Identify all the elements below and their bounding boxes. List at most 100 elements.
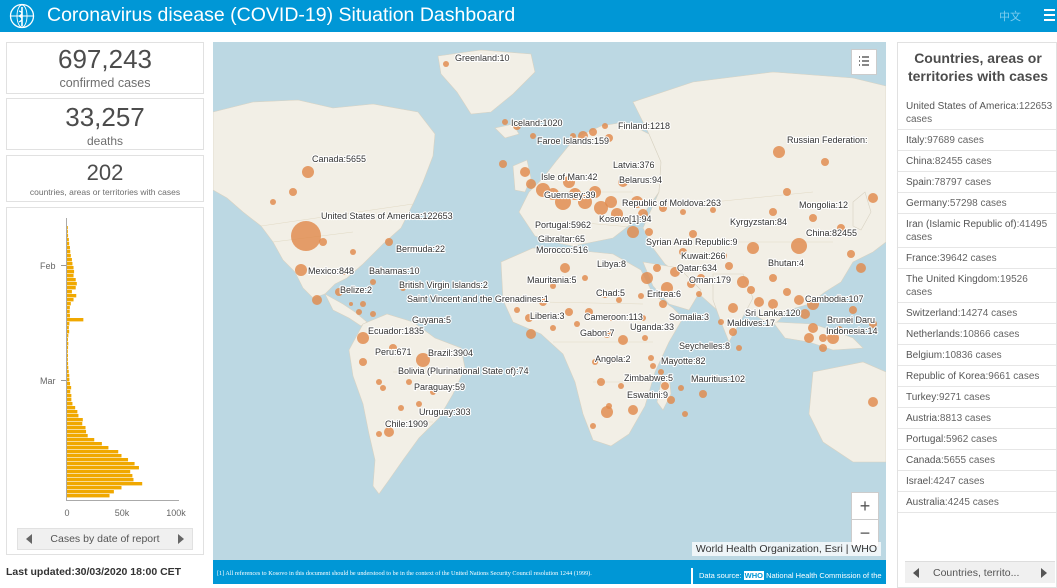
list-item[interactable]: Australia:4245 cases (898, 492, 1056, 513)
chart-bar[interactable] (67, 278, 76, 282)
case-bubble[interactable] (400, 285, 406, 291)
world-map[interactable]: Greenland:10 Iceland:1020 Faroe Islands:15… (213, 42, 886, 584)
chart-bar[interactable] (67, 226, 68, 230)
case-bubble[interactable] (670, 267, 680, 277)
case-bubble[interactable] (618, 177, 628, 187)
chart-bar[interactable] (67, 270, 75, 274)
chart-bar[interactable] (67, 450, 119, 454)
chart-bar[interactable] (67, 294, 77, 298)
case-bubble[interactable] (550, 325, 556, 331)
case-bubble[interactable] (718, 319, 724, 325)
case-bubble[interactable] (618, 383, 624, 389)
case-bubble[interactable] (359, 358, 367, 366)
case-bubble[interactable] (618, 335, 628, 345)
list-item[interactable]: Portugal:5962 cases (898, 429, 1056, 450)
case-bubble[interactable] (680, 209, 686, 215)
case-bubble[interactable] (869, 320, 877, 328)
case-bubble[interactable] (560, 263, 570, 273)
list-item[interactable]: France:39642 cases (898, 248, 1056, 269)
case-bubble[interactable] (585, 308, 593, 316)
chart-bar[interactable] (67, 414, 79, 418)
chart-bar[interactable] (67, 298, 74, 302)
case-bubble[interactable] (737, 276, 749, 288)
chart-bar[interactable] (67, 402, 73, 406)
case-bubble[interactable] (565, 308, 573, 316)
case-bubble[interactable] (605, 196, 617, 208)
case-bubble[interactable] (710, 207, 716, 213)
case-bubble[interactable] (659, 300, 667, 308)
chevron-left-icon[interactable] (26, 534, 32, 544)
case-bubble[interactable] (640, 315, 646, 321)
case-bubble[interactable] (835, 326, 843, 334)
list-item[interactable]: China:82455 cases (898, 151, 1056, 172)
case-bubble[interactable] (642, 335, 648, 341)
case-bubble[interactable] (697, 274, 705, 282)
list-item[interactable]: Netherlands:10866 cases (898, 324, 1056, 345)
case-bubble[interactable] (638, 293, 644, 299)
case-bubble[interactable] (289, 188, 297, 196)
case-bubble[interactable] (430, 389, 436, 395)
case-bubble[interactable] (502, 119, 508, 125)
chart-bar[interactable] (67, 486, 122, 490)
chart-bar[interactable] (67, 478, 134, 482)
chart-bar[interactable] (67, 406, 76, 410)
chart-bar[interactable] (67, 434, 88, 438)
chart-bar[interactable] (67, 466, 139, 470)
case-bubble[interactable] (728, 303, 738, 313)
case-bubble[interactable] (602, 123, 608, 129)
case-bubble[interactable] (653, 264, 661, 272)
case-bubble[interactable] (570, 133, 576, 139)
chart-bar[interactable] (67, 410, 78, 414)
chart-bar[interactable] (67, 382, 71, 386)
chart-bar[interactable] (67, 282, 77, 286)
chart-bar[interactable] (67, 318, 84, 322)
case-bubble[interactable] (645, 228, 653, 236)
case-bubble[interactable] (819, 334, 827, 342)
chart-bar[interactable] (67, 274, 74, 278)
case-bubble[interactable] (601, 290, 609, 298)
chart-bar[interactable] (67, 342, 69, 346)
case-bubble[interactable] (389, 344, 397, 352)
case-bubble[interactable] (729, 328, 737, 336)
case-bubble[interactable] (608, 315, 614, 321)
chart-bar[interactable] (67, 426, 86, 430)
case-bubble[interactable] (638, 209, 648, 219)
case-bubble[interactable] (530, 133, 536, 139)
chart-bar[interactable] (67, 386, 72, 390)
case-bubble[interactable] (574, 321, 580, 327)
chart-bar[interactable] (67, 390, 71, 394)
case-bubble[interactable] (783, 188, 791, 196)
case-bubble[interactable] (590, 423, 596, 429)
chart-bar[interactable] (67, 446, 109, 450)
case-bubble[interactable] (582, 275, 588, 281)
case-bubble[interactable] (641, 272, 653, 284)
case-bubble[interactable] (696, 291, 702, 297)
case-bubble[interactable] (513, 122, 521, 130)
case-bubble[interactable] (821, 158, 829, 166)
chart-bar[interactable] (67, 462, 135, 466)
case-bubble[interactable] (357, 332, 369, 344)
case-bubble[interactable] (747, 242, 759, 254)
case-bubble[interactable] (847, 250, 855, 258)
case-bubble[interactable] (659, 204, 667, 212)
chart-bar[interactable] (67, 370, 69, 374)
chart-bar[interactable] (67, 306, 70, 310)
chart-bar[interactable] (67, 242, 70, 246)
case-bubble[interactable] (661, 282, 673, 294)
case-bubble[interactable] (525, 314, 533, 322)
case-bubble[interactable] (416, 353, 430, 367)
chart-bar[interactable] (67, 250, 71, 254)
chart-bar[interactable] (67, 358, 68, 362)
chart-bar[interactable] (67, 398, 72, 402)
chart-bar[interactable] (67, 326, 69, 330)
case-bubble[interactable] (827, 332, 839, 344)
case-bubble[interactable] (295, 264, 307, 276)
case-bubble[interactable] (291, 221, 321, 251)
case-bubble[interactable] (270, 199, 276, 205)
chart-bar[interactable] (67, 362, 69, 366)
chart-bar[interactable] (67, 354, 68, 358)
case-bubble[interactable] (539, 298, 547, 306)
case-bubble[interactable] (616, 297, 622, 303)
chart-bar[interactable] (67, 234, 69, 238)
case-bubble[interactable] (631, 196, 643, 208)
